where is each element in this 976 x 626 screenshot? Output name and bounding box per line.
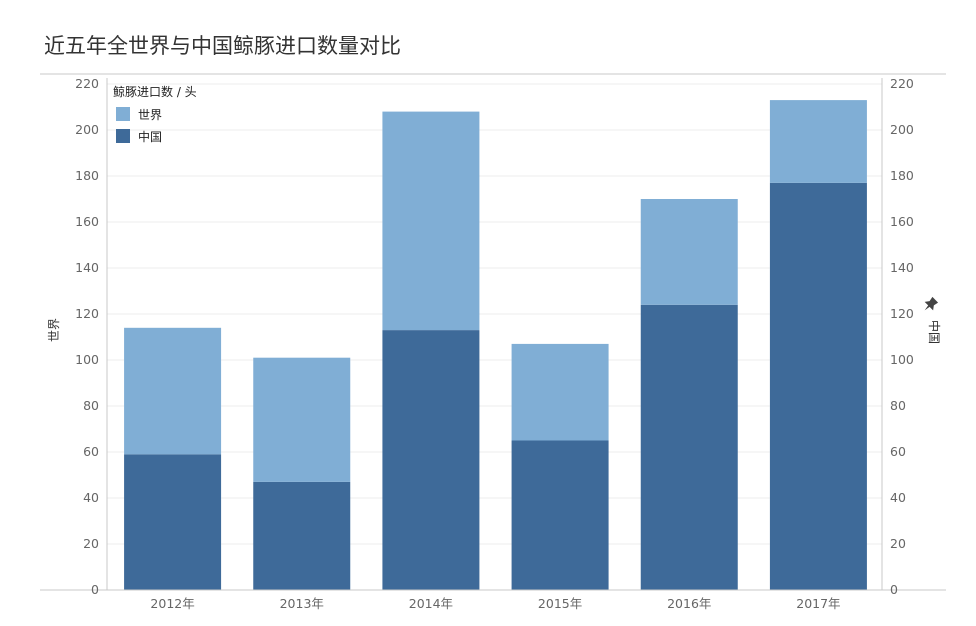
right-tick-label-9: 180 (890, 168, 914, 183)
right-axis-title-group: 中国 (924, 296, 942, 344)
legend-swatch-world (116, 107, 130, 121)
pin-icon (924, 296, 939, 311)
left-tick-label-11: 220 (75, 76, 99, 91)
right-axis-title: 中国 (927, 320, 942, 344)
legend-label-world: 世界 (138, 108, 162, 122)
bars (124, 100, 867, 590)
bar-world-1 (253, 357, 351, 482)
right-tick-label-2: 40 (890, 490, 906, 505)
right-tick-label-1: 20 (890, 536, 906, 551)
left-tick-label-1: 20 (83, 536, 99, 551)
x-tick-label-1: 2013年 (280, 596, 324, 611)
chart-title: 近五年全世界与中国鲸豚进口数量对比 (44, 34, 401, 58)
legend-swatch-china (116, 129, 130, 143)
legend-label-china: 中国 (138, 129, 162, 144)
left-tick-label-10: 200 (75, 122, 99, 137)
left-tick-label-0: 0 (91, 582, 99, 597)
right-tick-label-10: 200 (890, 122, 914, 137)
bar-china-2 (382, 330, 480, 590)
left-y-tick-labels: 0 20 40 60 80 100 120 140 160 180 200 220 (75, 76, 99, 597)
right-y-tick-labels: 0 20 40 60 80 100 120 140 160 180 200 220 (890, 76, 914, 597)
right-tick-label-4: 80 (890, 398, 906, 413)
bar-china-5 (769, 182, 867, 590)
left-tick-label-4: 80 (83, 398, 99, 413)
right-tick-label-7: 140 (890, 260, 914, 275)
left-tick-label-8: 160 (75, 214, 99, 229)
right-tick-label-6: 120 (890, 306, 914, 321)
legend-title: 鲸豚进口数 / 头 (113, 84, 197, 99)
grid-lines (107, 83, 882, 545)
right-tick-label-0: 0 (890, 582, 898, 597)
right-tick-label-8: 160 (890, 214, 914, 229)
x-tick-label-3: 2015年 (538, 596, 582, 611)
left-tick-label-5: 100 (75, 352, 99, 367)
legend: 鲸豚进口数 / 头 世界 中国 (113, 84, 197, 144)
x-tick-label-0: 2012年 (150, 596, 194, 611)
axes (40, 73, 946, 591)
bar-china-0 (124, 454, 222, 590)
x-tick-label-5: 2017年 (796, 596, 840, 611)
right-tick-label-11: 220 (890, 76, 914, 91)
bar-world-5 (769, 100, 867, 183)
bar-world-3 (511, 343, 609, 441)
left-tick-label-6: 120 (75, 306, 99, 321)
bar-china-4 (640, 304, 738, 590)
right-tick-label-3: 60 (890, 444, 906, 459)
bar-world-2 (382, 111, 480, 331)
left-tick-label-7: 140 (75, 260, 99, 275)
left-tick-label-3: 60 (83, 444, 99, 459)
left-axis-title: 世界 (47, 318, 61, 342)
x-tick-labels: 2012年 2013年 2014年 2015年 2016年 2017年 (150, 596, 840, 611)
right-tick-label-5: 100 (890, 352, 914, 367)
bar-china-3 (511, 440, 609, 590)
left-tick-label-9: 180 (75, 168, 99, 183)
x-tick-label-4: 2016年 (667, 596, 711, 611)
left-tick-label-2: 40 (83, 490, 99, 505)
bar-china-1 (253, 481, 351, 590)
x-tick-label-2: 2014年 (409, 596, 453, 611)
bar-world-0 (124, 327, 222, 455)
bar-world-4 (640, 199, 738, 305)
